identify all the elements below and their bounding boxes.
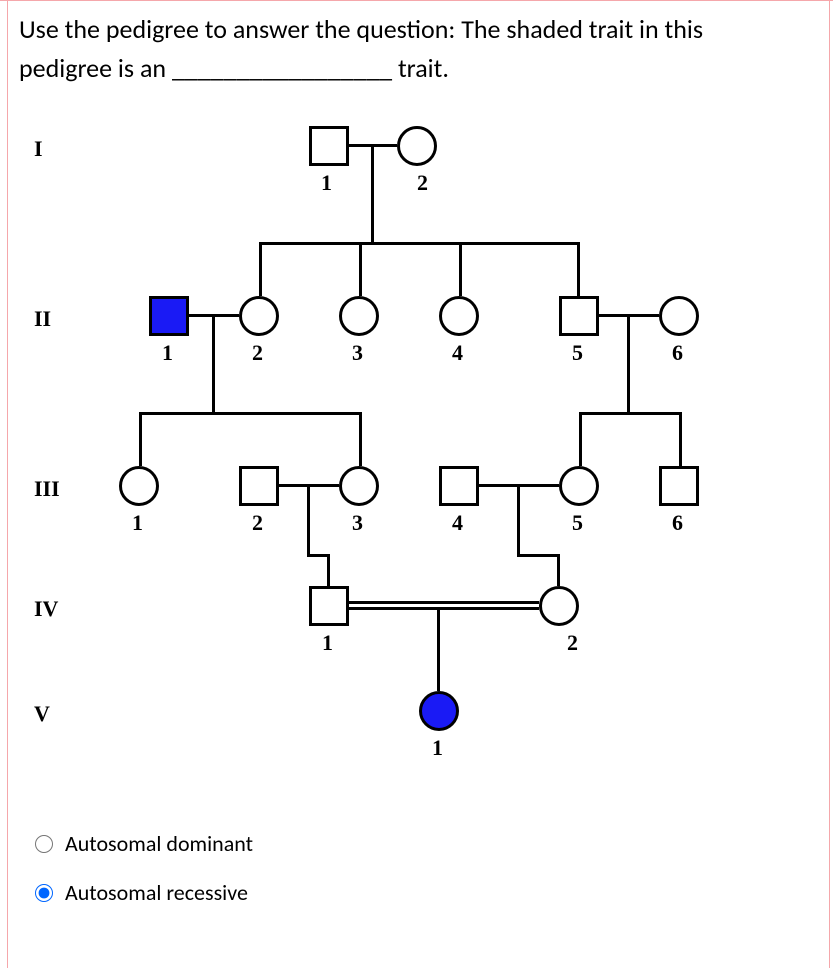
drop-III1 [139,412,142,466]
female-V1-affected [419,691,459,731]
label-III2: 2 [252,510,263,536]
label-III4: 4 [452,510,463,536]
descent-III-left-down [307,484,310,556]
drop-III6 [679,412,682,466]
label-III3: 3 [352,510,363,536]
female-III1 [119,466,159,506]
sibship-III-right [579,412,682,415]
drop-II2 [259,242,262,296]
label-III1: 1 [132,510,143,536]
male-IV1 [309,586,349,626]
sibship-line-II [259,242,579,245]
male-III6 [659,466,699,506]
male-III2 [239,466,279,506]
female-II3 [339,296,379,336]
female-III5 [559,466,599,506]
descent-III-right-jog [517,554,560,557]
label-III5: 5 [572,510,583,536]
female-II6 [659,296,699,336]
label-autosomal-dominant[interactable]: Autosomal dominant [65,830,253,857]
male-III4 [439,466,479,506]
label-III6: 6 [672,510,683,536]
female-III3 [339,466,379,506]
label-II3: 3 [352,340,363,366]
descent-II-right [627,314,630,414]
female-I2 [397,126,437,166]
generation-label-5: V [34,701,50,727]
descent-III-right-toIV [557,554,560,586]
generation-label-1: I [34,136,43,162]
answer-option-a[interactable]: Autosomal dominant [35,830,253,857]
female-IV2 [539,586,579,626]
drop-III5 [579,412,582,466]
male-II5 [559,296,599,336]
label-V1: 1 [432,735,443,761]
drop-II4 [459,242,462,296]
pedigree-diagram: I II III IV V 1 2 1 2 3 4 5 6 [19,116,779,796]
descent-IV-toV [437,608,440,691]
radio-autosomal-recessive[interactable] [35,884,53,902]
descent-line-I [371,144,374,244]
sibship-III-left [139,412,362,415]
label-autosomal-recessive[interactable]: Autosomal recessive [65,879,248,906]
label-II5: 5 [572,340,583,366]
label-II4: 4 [452,340,463,366]
descent-II-left [212,314,215,414]
question-line2-prefix: pedigree is an [19,52,172,84]
label-IV2: 2 [567,630,578,656]
descent-III-right-down [517,484,520,556]
label-II2: 2 [252,340,263,366]
label-I2: 2 [417,170,428,196]
drop-II3 [359,242,362,296]
question-line1: Use the pedigree to answer the question:… [19,13,703,45]
drop-II5 [577,242,580,296]
generation-label-3: III [34,476,60,502]
female-II2 [239,296,279,336]
descent-III-left-toIV [327,554,330,586]
label-II1: 1 [162,340,173,366]
answer-options: Autosomal dominant Autosomal recessive [35,830,253,928]
label-II6: 6 [672,340,683,366]
drop-III3 [359,412,362,466]
generation-label-4: IV [34,596,58,622]
male-I1 [309,126,349,166]
question-line2-suffix: trait. [392,52,449,84]
generation-label-2: II [34,306,51,332]
radio-autosomal-dominant[interactable] [35,835,53,853]
consanguinity-line-IV [349,601,539,610]
female-II4 [439,296,479,336]
answer-option-b[interactable]: Autosomal recessive [35,879,253,906]
question-text: Use the pedigree to answer the question:… [19,10,818,88]
label-IV1: 1 [322,630,333,656]
label-I1: 1 [321,170,332,196]
blank-fill: _________________ [172,52,392,84]
male-II1-affected [149,296,189,336]
